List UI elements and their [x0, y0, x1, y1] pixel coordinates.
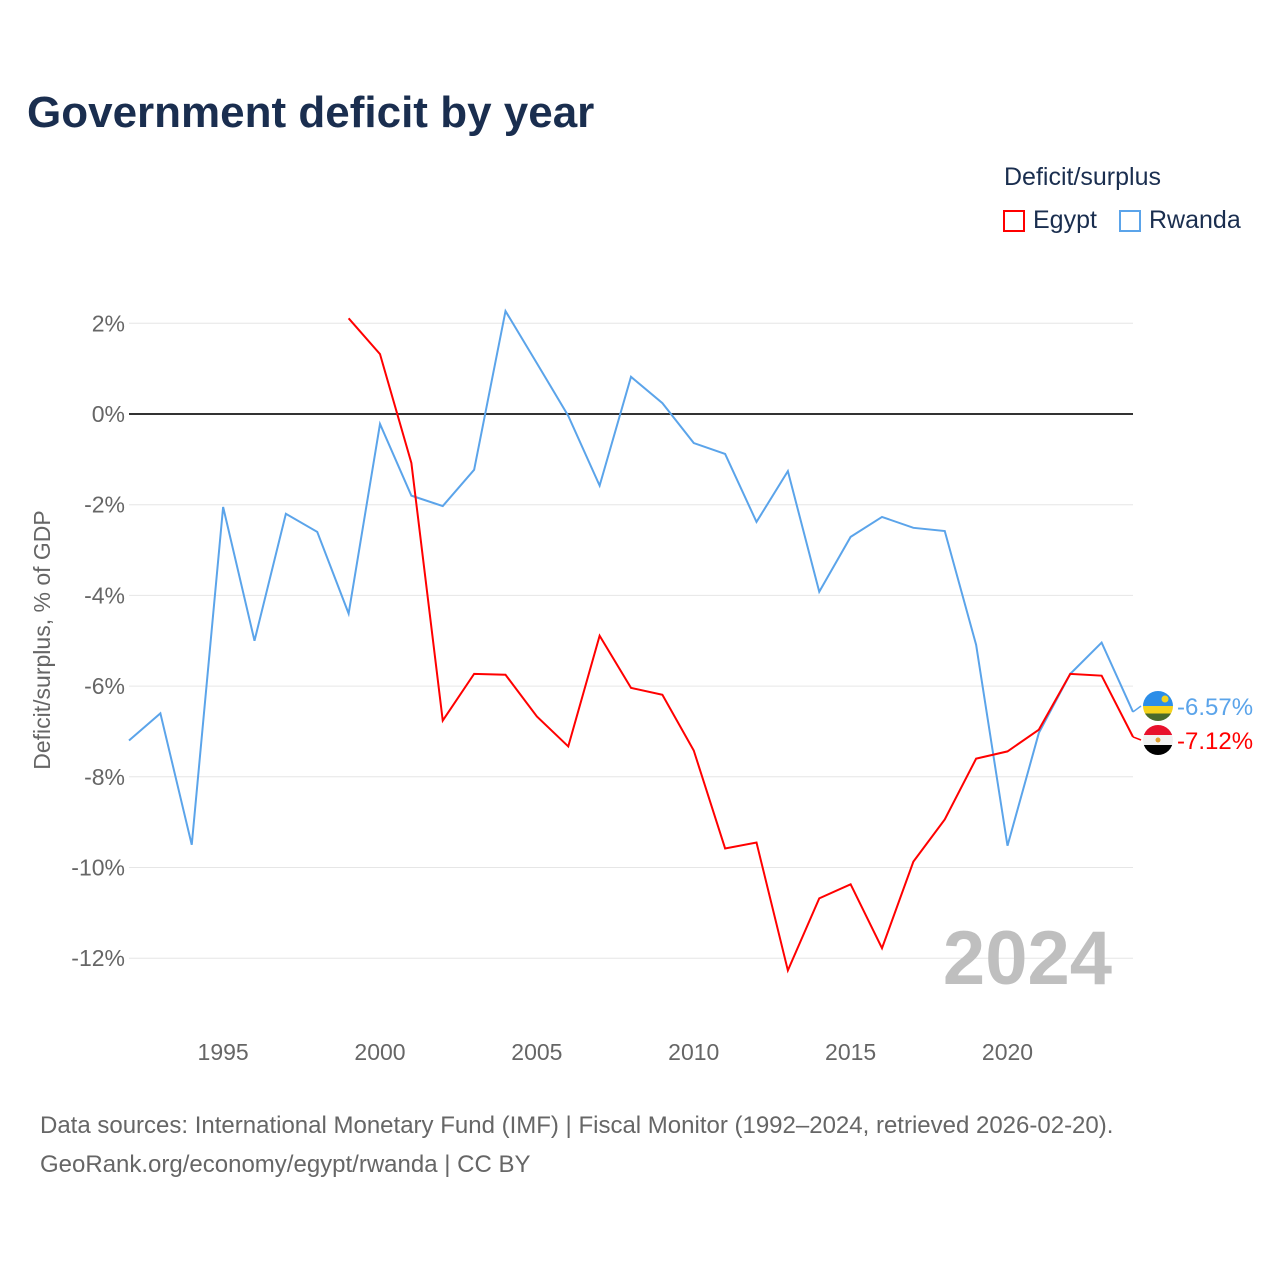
legend-swatch-egypt	[1003, 209, 1025, 232]
x-tick-label: 2015	[825, 1039, 876, 1065]
x-tick-label: 2000	[354, 1039, 405, 1065]
legend-item-rwanda[interactable]: Rwanda	[1119, 206, 1241, 235]
y-tick-label: -10%	[71, 855, 125, 881]
source-note: Data sources: International Monetary Fun…	[40, 1106, 1113, 1184]
flag-egypt-icon	[1143, 725, 1173, 755]
series-line-egypt	[347, 317, 1134, 974]
end-label-rwanda: -6.57%	[1132, 691, 1253, 721]
end-value-rwanda: -6.57%	[1177, 694, 1253, 721]
y-tick-label: -4%	[84, 582, 125, 608]
source-line-2[interactable]: GeoRank.org/economy/egypt/rwanda | CC BY	[40, 1151, 531, 1178]
end-label-connector	[1132, 736, 1142, 741]
y-tick-label: -6%	[84, 673, 125, 699]
x-tick-label: 1995	[198, 1039, 249, 1065]
end-value-egypt: -7.12%	[1177, 728, 1253, 755]
y-tick-label: 2%	[92, 310, 125, 336]
legend-label-egypt: Egypt	[1033, 206, 1097, 234]
series-line-rwanda	[128, 308, 1134, 846]
y-tick-label: -12%	[71, 945, 125, 971]
end-label-connector	[1132, 705, 1142, 713]
watermark-year: 2024	[943, 916, 1112, 1001]
legend-label-rwanda: Rwanda	[1149, 206, 1241, 234]
source-line-1: Data sources: International Monetary Fun…	[40, 1112, 1114, 1139]
y-tick-label: -2%	[84, 492, 125, 518]
end-label-egypt: -7.12%	[1132, 725, 1253, 755]
chart-title: Government deficit by year	[27, 88, 595, 137]
y-tick-label: 0%	[92, 401, 125, 427]
x-tick-label: 2020	[982, 1039, 1033, 1065]
y-tick-label: -8%	[84, 764, 125, 790]
x-tick-label: 2005	[511, 1039, 562, 1065]
x-tick-label: 2010	[668, 1039, 719, 1065]
y-axis-label: Deficit/surplus, % of GDP	[29, 510, 55, 769]
flag-rwanda-icon	[1143, 691, 1173, 721]
legend-item-egypt[interactable]: Egypt	[1003, 206, 1097, 235]
legend-swatch-rwanda	[1119, 209, 1141, 232]
legend-title: Deficit/surplus	[1004, 163, 1161, 191]
